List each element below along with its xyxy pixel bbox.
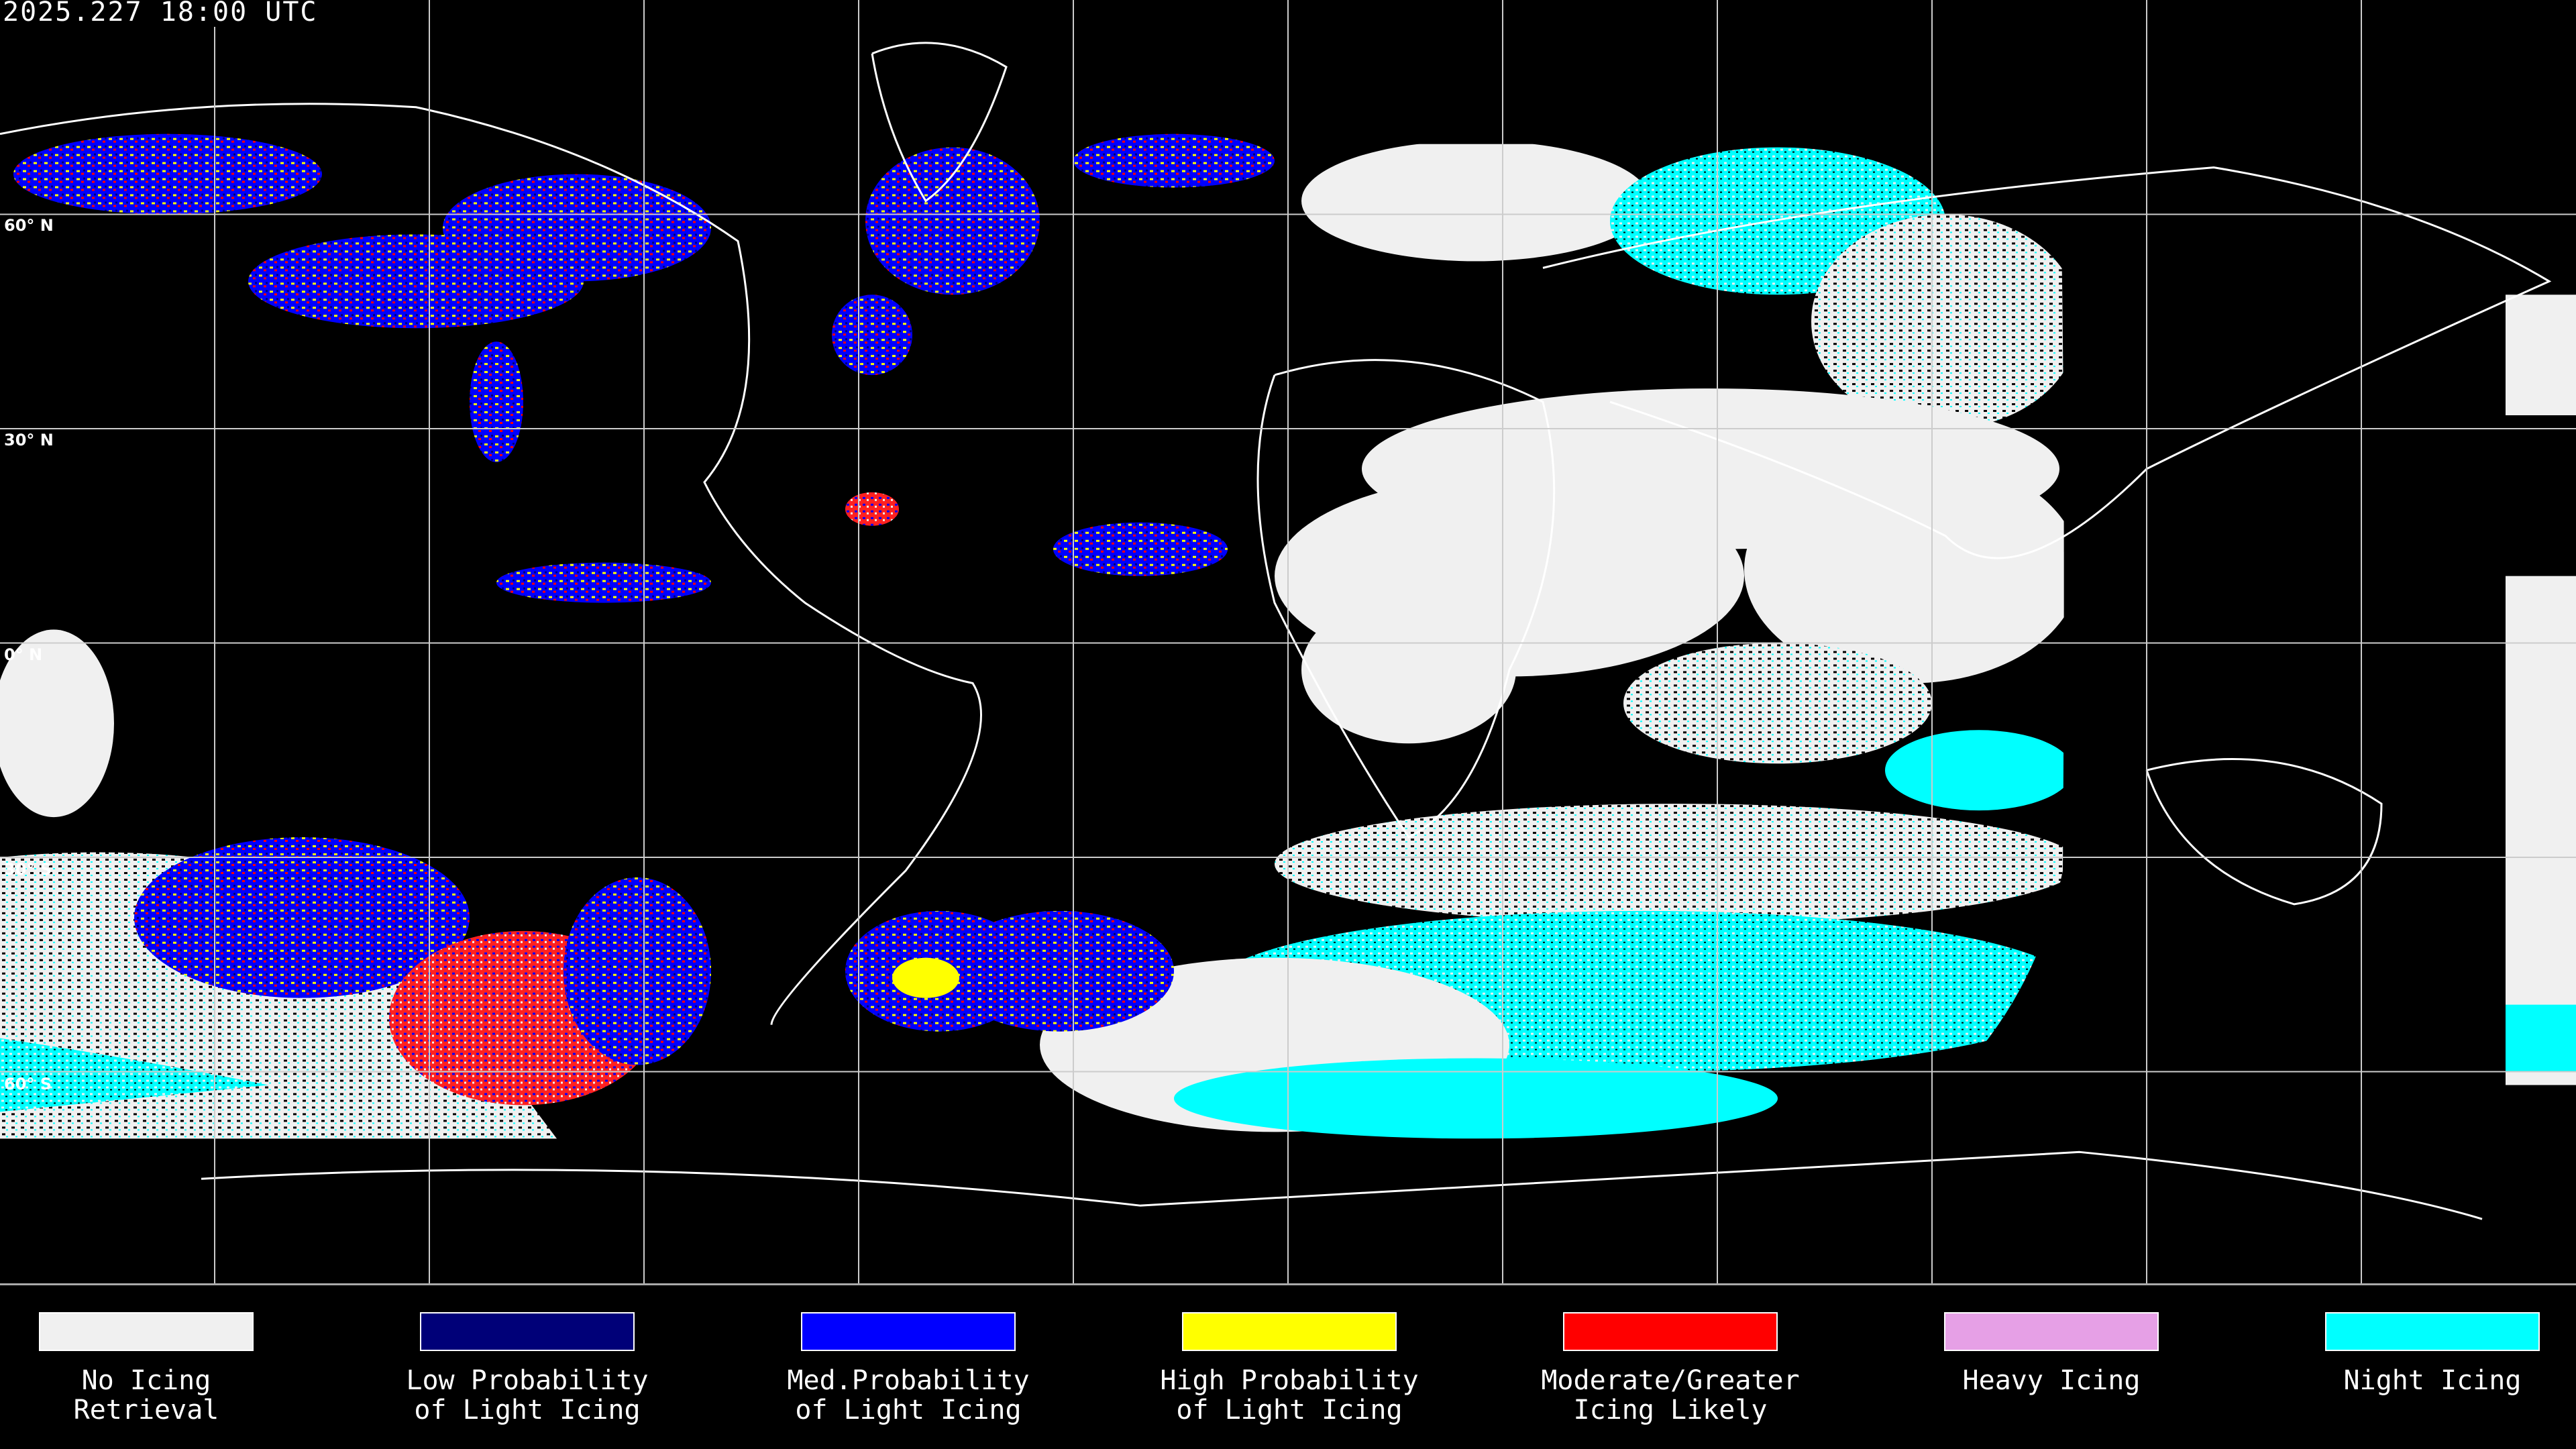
legend-item: No Icing Retrieval <box>12 1312 280 1425</box>
legend-item: Moderate/Greater Icing Likely <box>1536 1312 1805 1425</box>
legend-item: High Probability of Light Icing <box>1155 1312 1424 1425</box>
right-edge-clouds <box>2506 294 2576 1085</box>
legend-item: Med.Probability of Light Icing <box>774 1312 1042 1425</box>
legend-item: Heavy Icing <box>1917 1312 2186 1395</box>
map-canvas <box>0 0 2576 1283</box>
legend-swatch <box>801 1312 1016 1351</box>
legend-swatch <box>1182 1312 1397 1351</box>
legend-item: Night Icing <box>2298 1312 2567 1395</box>
legend-label: Heavy Icing <box>1962 1365 2141 1396</box>
timestamp: 2025.227 18:00 UTC <box>3 0 318 27</box>
legend-label: Moderate/Greater Icing Likely <box>1541 1365 1800 1426</box>
legend-label: Low Probability of Light Icing <box>406 1365 649 1426</box>
legend-label: No Icing Retrieval <box>73 1365 219 1426</box>
legend-swatch <box>2325 1312 2540 1351</box>
coastlines <box>0 42 2552 1220</box>
lat-label-equator: 0° N <box>4 645 43 664</box>
legend-swatch <box>1944 1312 2159 1351</box>
lat-label-30s: 30° S <box>4 860 52 879</box>
icing-map: 2025.227 18:00 UTC 60° N 30° N 0° N 30° … <box>0 0 2576 1285</box>
legend-swatch <box>420 1312 635 1351</box>
legend-item: Low Probability of Light Icing <box>393 1312 661 1425</box>
lat-label-30n: 30° N <box>4 431 54 449</box>
lat-label-60n: 60° N <box>4 216 54 235</box>
lat-label-60s: 60° S <box>4 1075 52 1093</box>
eastern-disk-clouds <box>946 144 2064 1139</box>
legend-label: Med.Probability of Light Icing <box>787 1365 1030 1426</box>
legend-label: Night Icing <box>2343 1365 2522 1396</box>
western-disk-clouds <box>0 629 711 1139</box>
legend-swatch <box>1563 1312 1778 1351</box>
legend-swatch <box>39 1312 254 1351</box>
graticule <box>0 0 2576 1283</box>
legend: No Icing Retrieval Low Probability of Lig… <box>0 1285 2576 1449</box>
legend-label: High Probability of Light Icing <box>1160 1365 1419 1426</box>
